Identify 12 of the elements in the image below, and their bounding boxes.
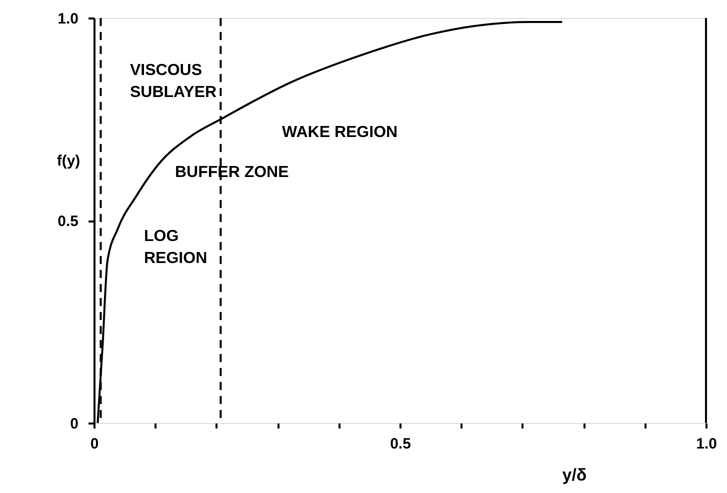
annotation: VISCOUS SUBLAYER xyxy=(130,62,217,101)
y-tick-label: 1.0 xyxy=(58,10,78,28)
x-tick-label: 0 xyxy=(90,436,99,452)
x-tick-label: 1.0 xyxy=(696,436,717,452)
annotation: LOG REGION xyxy=(144,228,208,267)
y-tick-label: 0.5 xyxy=(58,213,78,230)
y-axis-title: f(y) xyxy=(56,152,80,170)
annotation: WAKE REGION xyxy=(282,124,398,141)
x-tick-label: 0.5 xyxy=(390,436,411,452)
y-tick-label: 0 xyxy=(70,416,78,432)
x-axis-title: y/δ xyxy=(562,466,587,484)
annotation: BUFFER ZONE xyxy=(175,164,290,181)
